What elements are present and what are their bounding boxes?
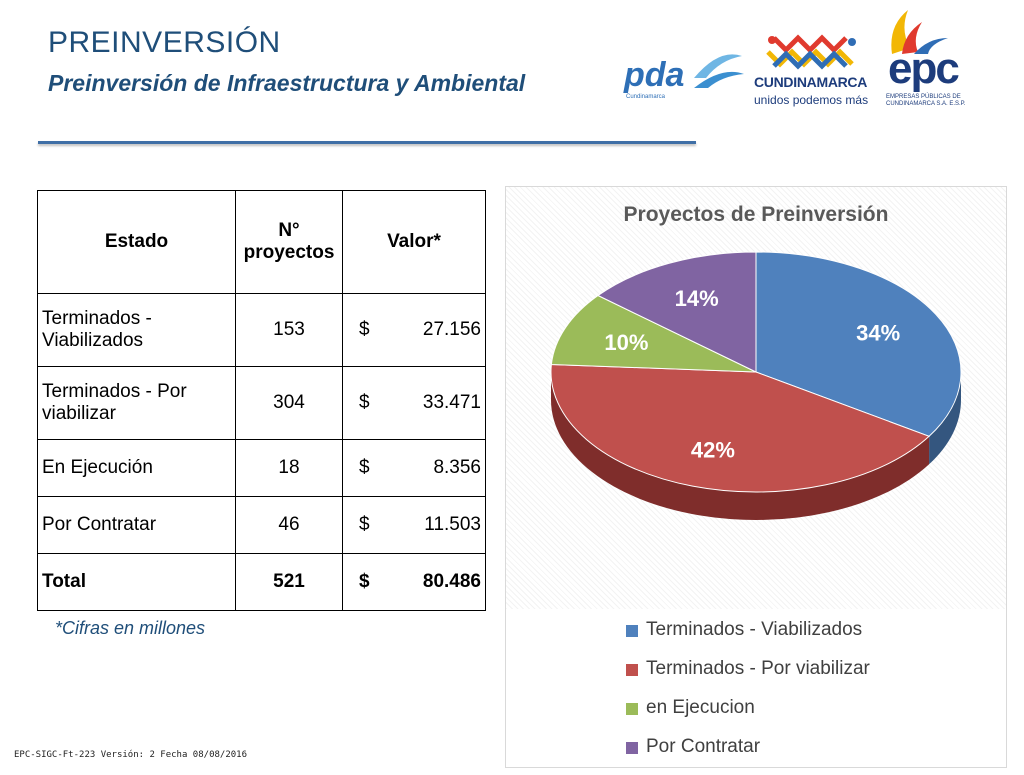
total-label: Total xyxy=(37,553,236,611)
epc-logo-text: epc xyxy=(888,44,960,93)
pie-slice xyxy=(755,251,962,437)
header-estado: Estado xyxy=(37,190,236,294)
total-valor: $80.486 xyxy=(342,553,486,611)
pie-chart-panel: Proyectos de Preinversión 34% 42% 10% 14% T… xyxy=(505,186,1007,768)
cell-estado: En Ejecución xyxy=(37,439,236,497)
pie-slice xyxy=(597,251,757,373)
cell-num: 304 xyxy=(235,366,343,440)
legend-swatch xyxy=(626,703,638,715)
header-num-proyectos: N° proyectos xyxy=(235,190,343,294)
legend-item: Por Contratar xyxy=(626,736,870,775)
chart-title: Proyectos de Preinversión xyxy=(623,203,889,226)
header-valor: Valor* xyxy=(342,190,486,294)
cell-currency: $ xyxy=(359,392,370,413)
cundinamarca-logo-slogan: unidos podemos más xyxy=(754,93,869,107)
pda-logo-text: pda xyxy=(624,56,685,94)
cell-num: 18 xyxy=(235,439,343,497)
legend-item: Terminados - Viabilizados xyxy=(626,619,870,658)
total-currency: $ xyxy=(359,571,370,592)
document-footer: EPC-SIGC-Ft-223 Versión: 2 Fecha 08/08/2… xyxy=(14,750,247,760)
cell-currency: $ xyxy=(359,457,370,478)
cell-estado: Terminados - Por viabilizar xyxy=(37,366,236,440)
cundinamarca-emblem-icon xyxy=(766,34,856,70)
legend-label: Por Contratar xyxy=(646,736,761,757)
title-divider xyxy=(38,141,696,144)
legend-item: Terminados - Por viabilizar xyxy=(626,658,870,697)
cell-estado: Terminados - Viabilizados xyxy=(37,293,236,367)
pie-data-label: 42% xyxy=(691,438,735,463)
logos-area: pda Cundinamarca CUNDINAMARCA unidos pod… xyxy=(610,8,1010,118)
cell-valor: $8.356 xyxy=(342,439,486,497)
epc-logo-subtext: EMPRESAS PÚBLICAS DE CUNDINAMARCA S.A. E… xyxy=(886,94,966,107)
legend-label: Terminados - Viabilizados xyxy=(646,619,863,640)
cell-amount: 33.471 xyxy=(422,392,481,413)
pda-logo-subtext: Cundinamarca xyxy=(626,94,666,100)
table-row: Terminados - Por viabilizar 304 $33.471 xyxy=(37,366,486,440)
table-row: En Ejecución 18 $8.356 xyxy=(37,439,486,497)
pie-slice-side xyxy=(929,372,961,465)
pie-slice xyxy=(550,363,931,493)
chart-legend: Terminados - Viabilizados Terminados - Po… xyxy=(626,619,870,775)
cell-currency: $ xyxy=(359,319,370,340)
pie-data-label: 34% xyxy=(856,321,900,346)
table-row: Por Contratar 46 $11.503 xyxy=(37,496,486,554)
figures-note: *Cifras en millones xyxy=(55,618,206,638)
pie-chart: 34% 42% 10% 14% xyxy=(550,251,962,520)
legend-label: Terminados - Por viabilizar xyxy=(646,658,870,679)
cell-num: 46 xyxy=(235,496,343,554)
legend-swatch xyxy=(626,664,638,676)
cundinamarca-logo: CUNDINAMARCA unidos podemos más xyxy=(752,30,882,116)
cundinamarca-logo-name: CUNDINAMARCA xyxy=(754,74,868,90)
cell-currency: $ xyxy=(359,514,370,535)
page-title: PREINVERSIÓN xyxy=(48,26,281,59)
cell-amount: 27.156 xyxy=(422,319,481,340)
projects-table: Estado N° proyectos Valor* Terminados - … xyxy=(37,190,486,611)
pda-wave-icon xyxy=(694,54,744,88)
pda-logo: pda Cundinamarca xyxy=(624,48,744,108)
total-amount: 80.486 xyxy=(422,571,481,592)
table-header-row: Estado N° proyectos Valor* xyxy=(37,190,486,294)
cell-valor: $27.156 xyxy=(342,293,486,367)
epc-logo: epc EMPRESAS PÚBLICAS DE CUNDINAMARCA S.… xyxy=(878,8,998,118)
legend-item: en Ejecucion xyxy=(626,697,870,736)
legend-swatch xyxy=(626,625,638,637)
cell-amount: 8.356 xyxy=(433,457,481,478)
pie-slice xyxy=(550,294,757,373)
pie-data-label: 10% xyxy=(604,330,648,355)
legend-label: en Ejecucion xyxy=(646,697,755,718)
table-total-row: Total 521 $80.486 xyxy=(37,553,486,611)
table-row: Terminados - Viabilizados 153 $27.156 xyxy=(37,293,486,367)
page-subtitle: Preinversión de Infraestructura y Ambien… xyxy=(48,70,526,96)
pie-data-label: 14% xyxy=(675,286,719,311)
cell-amount: 11.503 xyxy=(424,514,481,535)
cell-estado: Por Contratar xyxy=(37,496,236,554)
cell-num: 153 xyxy=(235,293,343,367)
epc-flame-icon xyxy=(891,10,948,54)
legend-swatch xyxy=(626,742,638,754)
cell-valor: $33.471 xyxy=(342,366,486,440)
cell-valor: $11.503 xyxy=(342,496,486,554)
total-num: 521 xyxy=(235,553,343,611)
